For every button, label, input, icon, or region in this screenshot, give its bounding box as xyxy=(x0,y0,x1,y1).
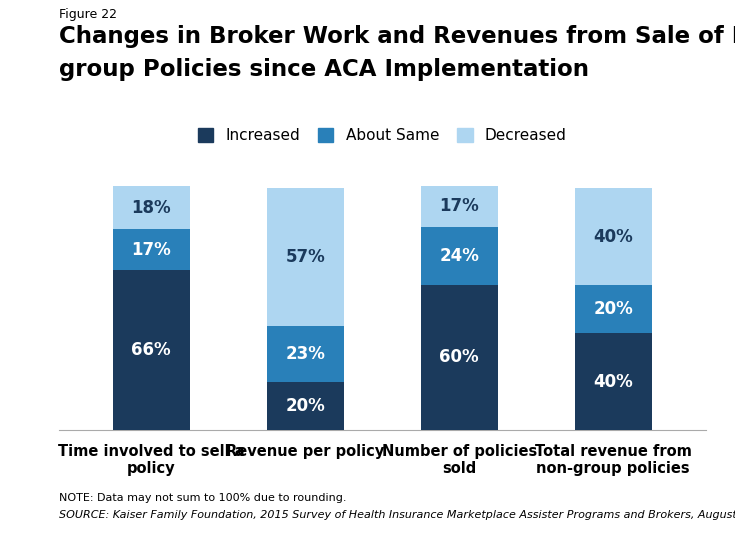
Text: SOURCE: Kaiser Family Foundation, 2015 Survey of Health Insurance Marketplace As: SOURCE: Kaiser Family Foundation, 2015 S… xyxy=(59,510,735,520)
Text: 23%: 23% xyxy=(285,345,325,363)
Bar xyxy=(267,381,344,430)
Text: NOTE: Data may not sum to 100% due to rounding.: NOTE: Data may not sum to 100% due to ro… xyxy=(59,493,346,503)
Text: 40%: 40% xyxy=(593,372,633,391)
Text: 17%: 17% xyxy=(440,197,479,215)
Bar xyxy=(267,188,344,326)
Bar xyxy=(267,326,344,381)
Text: 18%: 18% xyxy=(132,199,171,217)
Text: 57%: 57% xyxy=(285,248,325,266)
Bar xyxy=(575,333,652,430)
Bar xyxy=(112,186,190,229)
Text: 40%: 40% xyxy=(593,228,633,246)
Bar xyxy=(420,186,498,227)
Text: Figure 22: Figure 22 xyxy=(59,8,117,21)
Bar xyxy=(575,188,652,285)
Text: 24%: 24% xyxy=(440,247,479,265)
Text: 20%: 20% xyxy=(285,397,325,415)
Text: 60%: 60% xyxy=(440,348,479,366)
Text: 17%: 17% xyxy=(132,241,171,259)
Bar xyxy=(112,229,190,271)
Legend: Increased, About Same, Decreased: Increased, About Same, Decreased xyxy=(198,128,567,143)
Bar xyxy=(420,285,498,430)
Bar xyxy=(112,271,190,430)
Bar xyxy=(420,227,498,285)
Text: 66%: 66% xyxy=(132,341,171,359)
Text: group Policies since ACA Implementation: group Policies since ACA Implementation xyxy=(59,58,589,81)
Text: Changes in Broker Work and Revenues from Sale of Non-: Changes in Broker Work and Revenues from… xyxy=(59,25,735,48)
Bar xyxy=(575,285,652,333)
Text: 20%: 20% xyxy=(593,300,633,318)
